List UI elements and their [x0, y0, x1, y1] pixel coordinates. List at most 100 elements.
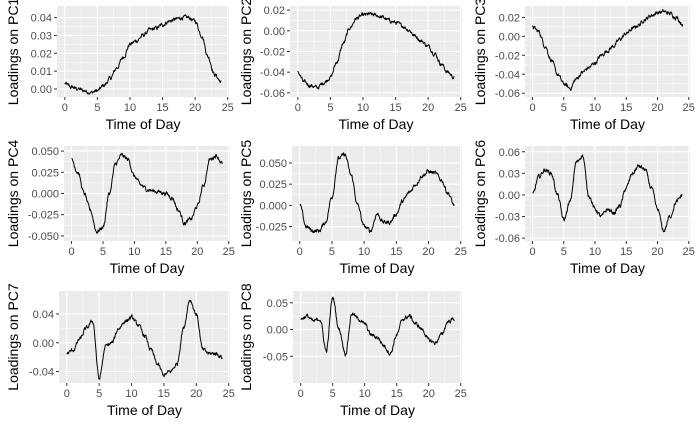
pc5-data-point [434, 173, 435, 174]
pc1-x-axis-title: Time of Day [106, 116, 181, 132]
pc6-data-point [607, 209, 608, 210]
pc6-data-point [538, 176, 539, 177]
pc3-x-tick-label: 25 [683, 102, 695, 114]
pc7-data-point [66, 353, 67, 354]
pc1-x-tick-label: 20 [189, 102, 201, 114]
pc2-data-point [343, 43, 344, 44]
pc4-data-point [203, 184, 204, 185]
pc5-data-point [357, 205, 358, 206]
pc2-data-point [356, 18, 357, 19]
pc5-data-point [344, 154, 345, 155]
pc5-y-tick-label: 0.050 [259, 158, 287, 170]
pc6-data-point [644, 169, 645, 170]
pc6-data-point [601, 216, 602, 217]
pc8-data-point [364, 324, 365, 325]
pc7-data-point [202, 349, 203, 350]
pc3-x-tick-label: 20 [651, 102, 663, 114]
pc5-data-point [338, 158, 339, 159]
pc4-y-tick-label: 0.025 [31, 167, 59, 179]
pc6-x-tick-label: 15 [620, 246, 632, 258]
pc4-data-point [216, 155, 217, 156]
pc3-data-point [582, 72, 583, 73]
pc3-y-tick-label: -0.04 [495, 69, 520, 81]
pc5-y-tick-label: -0.025 [256, 222, 287, 234]
pc7-data-point [99, 378, 100, 379]
pc1-x-tick-label: 10 [124, 102, 136, 114]
pc3-data-point [544, 45, 545, 46]
pc7-data-point [183, 328, 184, 329]
pc8-data-point [345, 353, 346, 354]
pc6-data-point [563, 220, 564, 221]
pc5-x-tick-label: 5 [329, 246, 335, 258]
pc7-data-point [79, 339, 80, 340]
pc5-data-point [383, 222, 384, 223]
pc3-data-point [657, 12, 658, 13]
pc5-data-point [312, 230, 313, 231]
pc3-y-axis-title: Loadings on PC3 [472, 0, 488, 105]
pc3-x-tick-label: 5 [561, 102, 567, 114]
pc2-data-point [375, 15, 376, 16]
pc6-data-point [632, 173, 633, 174]
pc6-data-point [582, 155, 583, 156]
pc2-y-tick-label: 0.00 [264, 26, 285, 38]
pc7-data-point [150, 349, 151, 350]
pc2-data-point [395, 22, 396, 23]
pc2-y-axis-title: Loadings on PC2 [238, 0, 254, 105]
pc1-data-point [201, 35, 202, 36]
pc6-x-tick-label: 10 [589, 246, 601, 258]
panel-pc6: 0 5 10 15 20 25 -0.06 -0.03 0.00 0.03 0.06 Time of … [472, 140, 695, 276]
pc2-data-point [304, 82, 305, 83]
pc4-data-point [222, 163, 223, 164]
pc6-data-point [669, 216, 670, 217]
pc4-data-point [209, 159, 210, 160]
pc6-data-point [651, 187, 652, 188]
pc5-data-point [415, 184, 416, 185]
pc4-y-tick-label: -0.025 [28, 210, 59, 222]
pc2-x-tick-label: 0 [295, 102, 301, 114]
pc6-x-tick-label: 5 [561, 246, 567, 258]
pc1-y-tick-label: 0.02 [31, 48, 52, 60]
pc2-data-point [323, 82, 324, 83]
pc8-data-point [313, 321, 314, 322]
pc5-series-line [299, 152, 455, 234]
pc3-data-point [669, 13, 670, 14]
pc4-data-point [90, 210, 91, 211]
panel-pc7: 0 5 10 15 20 25 -0.04 0.00 0.04 Time of Day Loadin… [5, 283, 235, 418]
pc1-data-point [162, 24, 163, 25]
pc7-data-point [124, 321, 125, 322]
pc5-data-point [325, 222, 326, 223]
pc7-data-point [209, 353, 210, 354]
pc1-x-tick-label: 15 [156, 102, 168, 114]
pc6-x-tick-label: 0 [529, 246, 535, 258]
pc8-data-point [358, 318, 359, 319]
pc4-data-point [102, 227, 103, 228]
pc2-data-point [441, 63, 442, 64]
pc4-series-line [71, 152, 223, 234]
pc2-data-point [369, 14, 370, 15]
pc2-data-point [349, 27, 350, 28]
pc8-x-tick-label: 10 [359, 388, 371, 400]
pc7-data-point [105, 346, 106, 347]
pc1-data-point [90, 92, 91, 93]
pc4-data-point [146, 189, 147, 190]
pc8-data-point [306, 316, 307, 317]
pc4-data-point [96, 231, 97, 232]
pc2-data-point [362, 15, 363, 16]
pc5-x-tick-label: 10 [358, 246, 370, 258]
pc1-y-axis-title: Loadings on PC1 [5, 0, 21, 105]
pc3-y-tick-label: -0.02 [495, 50, 520, 62]
pc4-x-tick-label: 20 [191, 246, 203, 258]
pc3-data-point [601, 55, 602, 56]
pc8-data-point [435, 342, 436, 343]
pc2-data-point [414, 35, 415, 36]
pc2-data-point [447, 72, 448, 73]
pc2-data-point [388, 20, 389, 21]
pc8-data-point [454, 318, 455, 319]
pc6-data-point [626, 187, 627, 188]
pc2-data-point [330, 77, 331, 78]
pc1-data-point [181, 17, 182, 18]
pc4-data-point [159, 191, 160, 192]
pc8-data-point [377, 337, 378, 338]
pc7-data-point [144, 335, 145, 336]
